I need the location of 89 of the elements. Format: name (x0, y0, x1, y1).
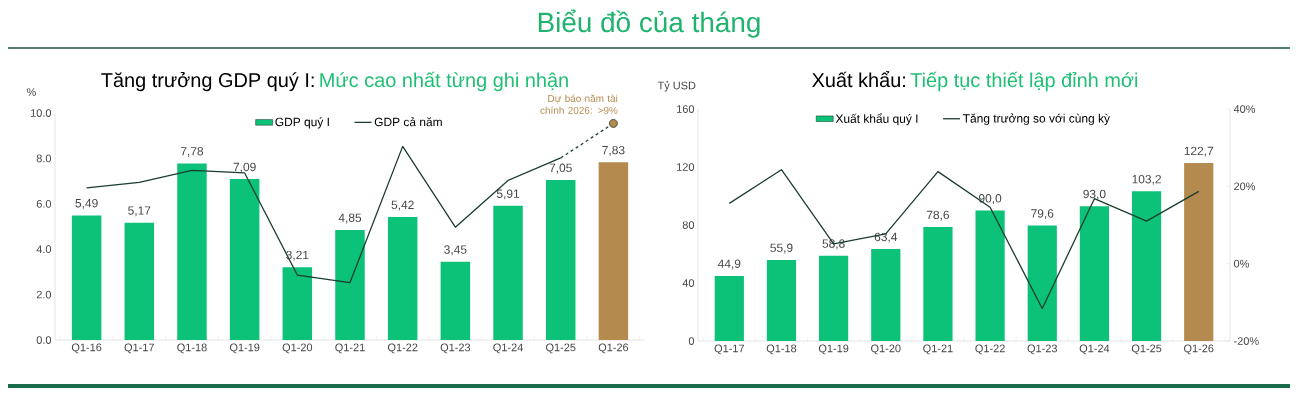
bar (335, 229, 365, 340)
y2-tick-label: -20% (1234, 337, 1259, 345)
data-label: 90,0 (979, 194, 1002, 204)
data-label: 4,85 (338, 213, 362, 224)
data-label: 55,9 (770, 243, 793, 254)
bar (923, 227, 953, 341)
bar (282, 267, 313, 340)
bar (124, 222, 155, 340)
x-tick-label: Q1-17 (714, 344, 744, 355)
y-axis-title: Tỷ USD (657, 81, 696, 92)
x-tick-label: Q1-24 (493, 343, 523, 354)
y-tick-label: 80 (682, 221, 695, 229)
bar (1131, 191, 1162, 341)
annotation: Dự báo năm tài chính 2026: >9% (540, 94, 618, 114)
data-label: 93,0 (1083, 189, 1106, 200)
x-tick-label: Q1-21 (335, 343, 365, 354)
text: Biểu đồ của tháng (538, 9, 760, 38)
x-tick-label: Q1-19 (818, 344, 849, 355)
legend-label: Tăng trưởng so với cùng kỳ (962, 113, 1110, 126)
x-tick-label: Q1-23 (1027, 344, 1057, 355)
data-label: 7,09 (233, 162, 256, 173)
x-tick-label: Q1-25 (1131, 344, 1162, 355)
x-tick-label: Q1-21 (923, 344, 953, 355)
x-tick-label: Q1-23 (440, 343, 471, 354)
y2-tick-label: 20% (1234, 182, 1256, 191)
x-tick-label: Q1-26 (598, 343, 629, 354)
chart-subtitle: Mức cao nhất từng ghi nhận (320, 71, 568, 92)
bar (545, 179, 576, 340)
y-tick-label: 0 (688, 337, 695, 345)
y-tick-label: 2.0 (36, 290, 52, 299)
y-tick-label: 10.0 (30, 109, 52, 117)
x-tick-label: Q1-24 (1079, 344, 1110, 355)
data-label: 63,4 (874, 232, 898, 243)
x-tick-label: Q1-16 (71, 343, 102, 354)
chart-title: Xuất khẩu: (812, 70, 905, 88)
y-tick-label: 40 (682, 279, 695, 287)
x-tick-label: Q1-18 (177, 343, 207, 354)
bar (975, 210, 1005, 341)
bar (1184, 163, 1214, 341)
bar (177, 163, 207, 340)
x-tick-label: Q1-20 (871, 344, 901, 355)
x-tick-label: Q1-17 (124, 343, 154, 354)
y2-tick-label: 40% (1233, 105, 1256, 113)
data-label: 5,42 (391, 200, 414, 211)
legend-label: Xuất khẩu quý I (835, 113, 918, 126)
y-axis-title: % (26, 88, 36, 96)
bar (1027, 225, 1057, 341)
x-tick-label: Q1-26 (1184, 344, 1214, 355)
y-tick-label: 6.0 (36, 199, 52, 208)
y-tick-label: 160 (677, 105, 695, 113)
y-tick-label: 120 (677, 163, 695, 171)
bar (71, 215, 102, 340)
x-tick-label: Q1-18 (766, 344, 797, 355)
bar (493, 205, 523, 340)
y-tick-label: 0.0 (36, 336, 52, 344)
bar (229, 179, 260, 340)
bar (598, 162, 629, 340)
data-label: 44,9 (717, 259, 741, 270)
y-tick-label: 4.0 (36, 245, 52, 254)
data-label: 122,7 (1184, 146, 1214, 157)
data-label: 78,6 (926, 210, 950, 221)
data-label: 7,78 (180, 147, 204, 157)
bar (1079, 206, 1110, 341)
bar (766, 259, 797, 341)
data-label: 103,2 (1132, 174, 1161, 185)
chart-subtitle: Tiếp tục thiết lập đỉnh mới (910, 71, 1138, 92)
bar (871, 249, 901, 341)
data-label: 5,49 (75, 198, 98, 209)
data-label: 7,05 (549, 163, 572, 174)
x-tick-label: Q1-22 (975, 344, 1005, 355)
data-label: 58,8 (822, 239, 845, 250)
y-tick-label: 8.0 (36, 154, 52, 163)
data-label: 79,6 (1031, 209, 1054, 220)
x-tick-label: Q1-22 (387, 343, 418, 354)
data-label: 5,91 (496, 189, 520, 200)
bar (387, 216, 418, 340)
data-label: 7,83 (602, 145, 625, 156)
x-tick-label: Q1-20 (282, 343, 313, 354)
bar (714, 275, 744, 341)
data-label: 3,45 (444, 245, 467, 256)
data-label: 5,17 (128, 206, 151, 217)
y2-tick-label: 0% (1233, 259, 1249, 268)
legend-label: GDP cả năm (374, 117, 442, 127)
legend-label: GDP quý I (275, 117, 329, 129)
bar (440, 261, 471, 340)
bar (819, 255, 849, 341)
chart-title: Tăng trưởng GDP quý I: (101, 71, 314, 92)
x-tick-label: Q1-19 (229, 343, 260, 354)
x-tick-label: Q1-25 (546, 343, 576, 354)
